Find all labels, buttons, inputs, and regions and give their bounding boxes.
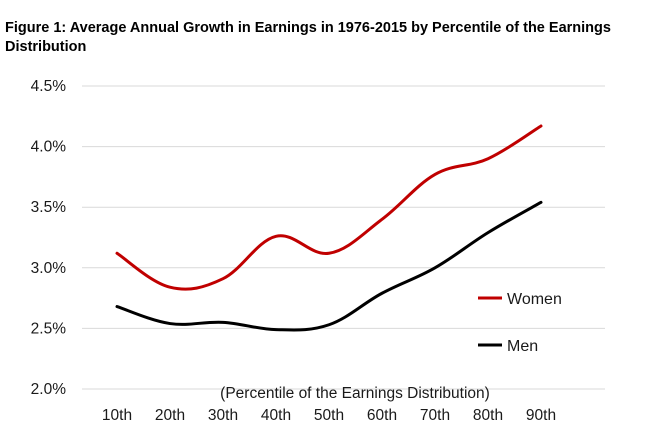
gridlines xyxy=(82,85,605,390)
y-tick-label: 2.0% xyxy=(31,381,67,398)
legend-label-men: Men xyxy=(507,338,538,355)
x-tick-label: 50th xyxy=(314,407,344,424)
x-axis-label: (Percentile of the Earnings Distribution… xyxy=(220,385,490,402)
series-line-women xyxy=(115,124,543,291)
x-tick-label: 60th xyxy=(367,407,397,424)
y-tick-label: 3.5% xyxy=(31,199,67,216)
x-tick-label: 30th xyxy=(208,407,238,424)
x-tick-label: 90th xyxy=(526,407,556,424)
y-tick-label: 3.0% xyxy=(31,260,67,277)
y-axis-ticks: 2.0% 2.5% 3.0% 3.5% 4.0% 4.5% xyxy=(31,78,67,398)
legend-label-women: Women xyxy=(507,291,562,308)
x-tick-label: 40th xyxy=(261,407,291,424)
x-tick-label: 20th xyxy=(155,407,185,424)
x-axis-ticks: 10th 20th 30th 40th 50th 60th 70th 80th 90th xyxy=(102,407,556,424)
series-line-men xyxy=(115,200,543,332)
y-tick-label: 2.5% xyxy=(31,320,67,337)
y-tick-label: 4.0% xyxy=(31,139,67,156)
legend: Women Men xyxy=(478,291,562,355)
series-lines xyxy=(115,124,543,332)
y-tick-label: 4.5% xyxy=(31,78,67,95)
x-tick-label: 80th xyxy=(473,407,503,424)
x-tick-label: 70th xyxy=(420,407,450,424)
chart-title: Figure 1: Average Annual Growth in Earni… xyxy=(5,20,611,55)
x-tick-label: 10th xyxy=(102,407,132,424)
